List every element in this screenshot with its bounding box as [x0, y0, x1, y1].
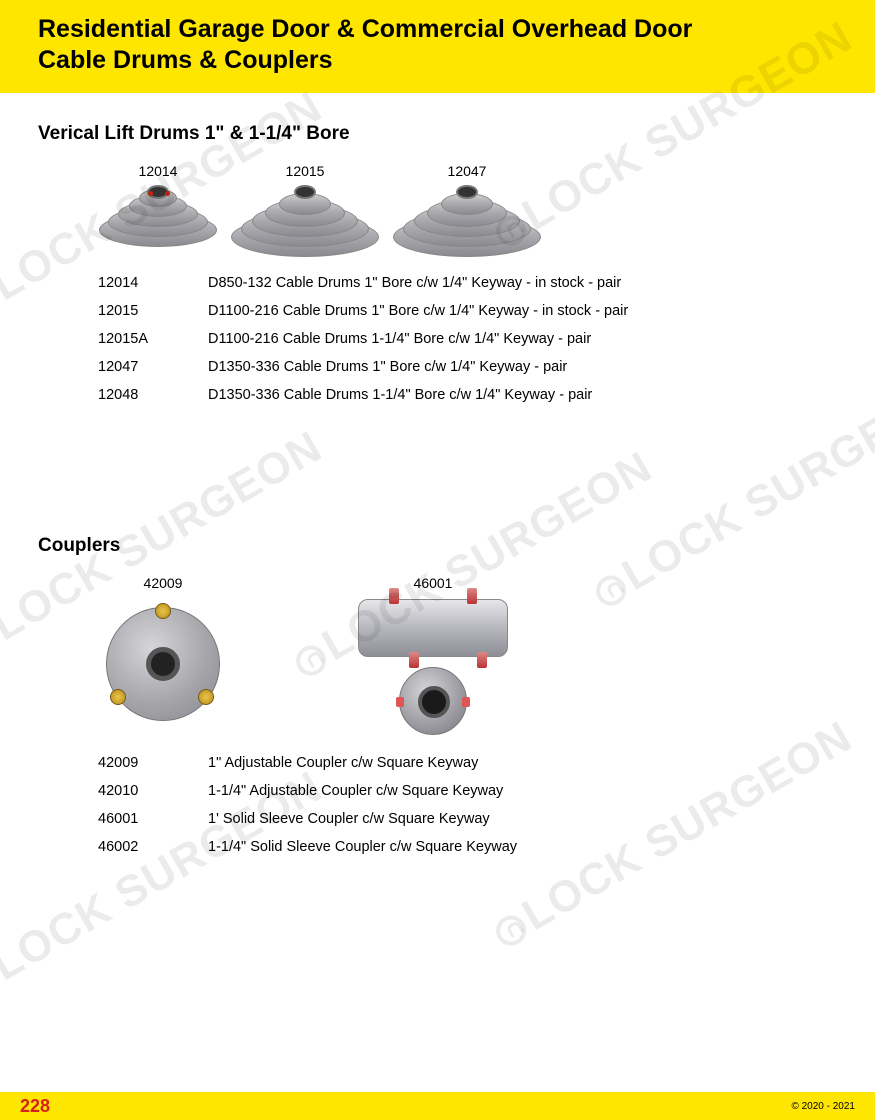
- spec-code: 12015: [98, 303, 208, 319]
- table-row: 12014 D850-132 Cable Drums 1" Bore c/w 1…: [98, 275, 837, 291]
- product-item: 12015: [230, 163, 380, 257]
- table-row: 12015 D1100-216 Cable Drums 1" Bore c/w …: [98, 303, 837, 319]
- table-row: 42009 1" Adjustable Coupler c/w Square K…: [98, 755, 837, 771]
- table-row: 42010 1-1/4" Adjustable Coupler c/w Squa…: [98, 783, 837, 799]
- spec-code: 12047: [98, 359, 208, 375]
- table-row: 46002 1-1/4" Solid Sleeve Coupler c/w Sq…: [98, 839, 837, 855]
- product-code-label: 12015: [286, 163, 325, 179]
- product-code-label: 46001: [414, 575, 453, 591]
- table-row: 12048 D1350-336 Cable Drums 1-1/4" Bore …: [98, 387, 837, 403]
- spec-desc: D850-132 Cable Drums 1" Bore c/w 1/4" Ke…: [208, 275, 837, 291]
- spec-code: 42009: [98, 755, 208, 771]
- table-row: 12047 D1350-336 Cable Drums 1" Bore c/w …: [98, 359, 837, 375]
- section-vertical-lift-drums: Verical Lift Drums 1" & 1-1/4" Bore 1201…: [38, 123, 837, 403]
- spec-code: 42010: [98, 783, 208, 799]
- table-row: 12015A D1100-216 Cable Drums 1-1/4" Bore…: [98, 331, 837, 347]
- spec-desc: 1" Adjustable Coupler c/w Square Keyway: [208, 755, 837, 771]
- spec-desc: D1350-336 Cable Drums 1-1/4" Bore c/w 1/…: [208, 387, 837, 403]
- spec-table-drums: 12014 D850-132 Cable Drums 1" Bore c/w 1…: [98, 275, 837, 403]
- coupler-flange-icon: [98, 599, 228, 729]
- spec-code: 12048: [98, 387, 208, 403]
- table-row: 46001 1' Solid Sleeve Coupler c/w Square…: [98, 811, 837, 827]
- section-title: Couplers: [38, 535, 837, 557]
- section-title: Verical Lift Drums 1" & 1-1/4" Bore: [38, 123, 837, 145]
- section-couplers: Couplers 42009 46001: [38, 535, 837, 855]
- drum-icon: [98, 183, 218, 247]
- spec-desc: 1-1/4" Solid Sleeve Coupler c/w Square K…: [208, 839, 837, 855]
- copyright-text: © 2020 - 2021: [791, 1101, 855, 1112]
- spec-code: 46001: [98, 811, 208, 827]
- product-item: 42009: [98, 575, 228, 729]
- product-image-row: 42009 46001: [98, 575, 837, 735]
- spec-desc: D1100-216 Cable Drums 1-1/4" Bore c/w 1/…: [208, 331, 837, 347]
- spec-code: 12014: [98, 275, 208, 291]
- page-title: Residential Garage Door & Commercial Ove…: [38, 14, 837, 77]
- page-footer: 228 © 2020 - 2021: [0, 1092, 875, 1120]
- spec-table-couplers: 42009 1" Adjustable Coupler c/w Square K…: [98, 755, 837, 855]
- product-code-label: 12014: [139, 163, 178, 179]
- spec-desc: D1350-336 Cable Drums 1" Bore c/w 1/4" K…: [208, 359, 837, 375]
- coupler-sleeve-icon: [358, 599, 508, 735]
- product-code-label: 42009: [144, 575, 183, 591]
- spec-code: 12015A: [98, 331, 208, 347]
- product-item: 12047: [392, 163, 542, 257]
- product-code-label: 12047: [448, 163, 487, 179]
- product-image-row: 12014 12015 12047: [98, 163, 837, 257]
- spec-code: 46002: [98, 839, 208, 855]
- spec-desc: D1100-216 Cable Drums 1" Bore c/w 1/4" K…: [208, 303, 837, 319]
- page-number: 228: [20, 1096, 50, 1117]
- spec-desc: 1-1/4" Adjustable Coupler c/w Square Key…: [208, 783, 837, 799]
- product-item: 46001: [358, 575, 508, 735]
- product-item: 12014: [98, 163, 218, 247]
- page-content: Verical Lift Drums 1" & 1-1/4" Bore 1201…: [0, 93, 875, 855]
- drum-icon: [230, 183, 380, 257]
- spec-desc: 1' Solid Sleeve Coupler c/w Square Keywa…: [208, 811, 837, 827]
- drum-icon: [392, 183, 542, 257]
- page-header: Residential Garage Door & Commercial Ove…: [0, 0, 875, 93]
